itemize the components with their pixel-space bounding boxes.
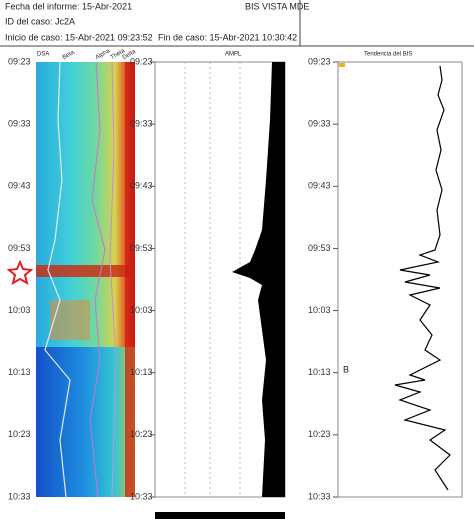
event-marker bbox=[6, 259, 34, 286]
bis-title: Tendencia del BIS bbox=[364, 52, 412, 58]
time-label: 09:23 bbox=[130, 56, 153, 66]
time-label: 09:43 bbox=[308, 181, 331, 191]
report-date: Fecha del informe: 15-Abr-2021 bbox=[5, 1, 132, 11]
time-label: 10:33 bbox=[8, 491, 31, 501]
band-label: Alpha bbox=[95, 48, 112, 61]
ampl-panel bbox=[154, 61, 286, 519]
time-label: 09:33 bbox=[8, 119, 31, 129]
time-label: 09:43 bbox=[8, 181, 31, 191]
time-label: 10:23 bbox=[308, 429, 331, 439]
time-label: 10:13 bbox=[8, 367, 31, 377]
time-label: 10:13 bbox=[308, 367, 331, 377]
time-label: 10:33 bbox=[130, 491, 153, 501]
time-label: 10:03 bbox=[8, 305, 31, 315]
time-label: 10:33 bbox=[308, 491, 331, 501]
case-id: ID del caso: Jc2A bbox=[5, 16, 75, 26]
ampl-title: AMPL bbox=[225, 52, 242, 58]
time-label: 09:33 bbox=[130, 119, 153, 129]
dsa-panel bbox=[36, 61, 135, 498]
time-label: 09:53 bbox=[130, 243, 153, 253]
device: BIS VISTA MDE bbox=[245, 1, 309, 11]
time-label: 09:53 bbox=[308, 243, 331, 253]
time-label: 09:23 bbox=[308, 56, 331, 66]
time-label: 09:43 bbox=[130, 181, 153, 191]
bis-panel: B bbox=[337, 61, 463, 498]
time-label: 10:13 bbox=[130, 367, 153, 377]
band-label: Beta bbox=[62, 49, 76, 61]
dsa-title: DSA bbox=[37, 52, 49, 58]
time-label: 10:23 bbox=[8, 429, 31, 439]
bis-marker: B bbox=[343, 364, 349, 374]
time-label: 09:33 bbox=[308, 119, 331, 129]
time-label: 10:23 bbox=[130, 429, 153, 439]
time-label: 10:03 bbox=[130, 305, 153, 315]
time-label: 10:03 bbox=[308, 305, 331, 315]
time-label: 09:53 bbox=[8, 243, 31, 253]
time-label: 09:23 bbox=[8, 56, 31, 66]
case-start: Inicio de caso: 15-Abr-2021 09:23:52 bbox=[5, 32, 153, 42]
case-end: Fin de caso: 15-Abr-2021 10:30:42 bbox=[158, 32, 297, 42]
